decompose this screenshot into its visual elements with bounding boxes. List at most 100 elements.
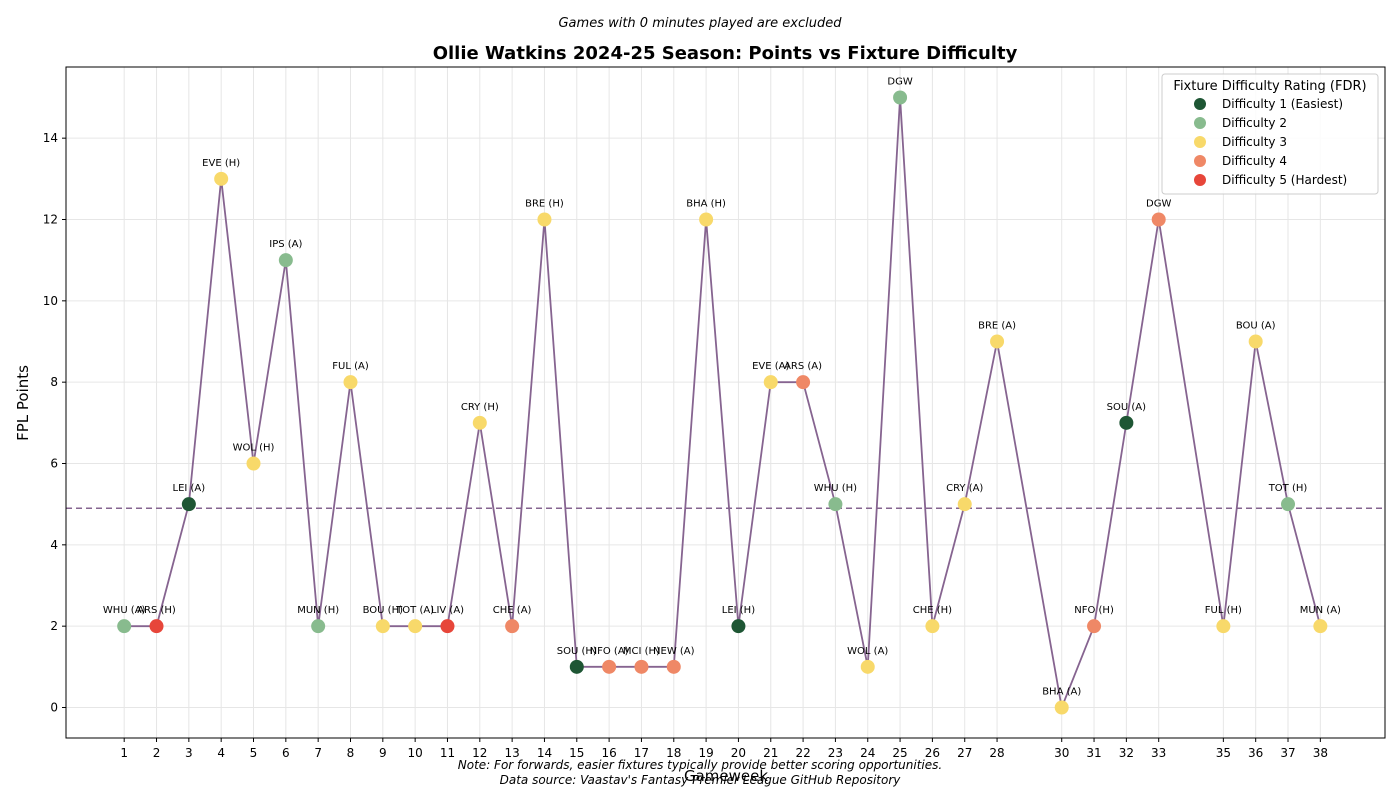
x-tick-label: 25 xyxy=(892,746,907,760)
legend-label: Difficulty 5 (Hardest) xyxy=(1222,173,1347,187)
x-tick-label: 18 xyxy=(666,746,681,760)
point-labels: WHU (A)ARS (H) LEI (A) EVE (H) WOL (H) IPS (… xyxy=(103,77,1341,698)
data-markers xyxy=(117,90,1328,715)
gameweek-point-marker xyxy=(181,497,196,512)
x-tick-label: 13 xyxy=(504,746,519,760)
chart-title: Ollie Watkins 2024-25 Season: Points vs … xyxy=(433,43,1018,64)
x-tick-label: 24 xyxy=(860,746,875,760)
gameweek-point-marker xyxy=(763,375,778,390)
x-tick-label: 9 xyxy=(379,746,387,760)
x-tick-label: 36 xyxy=(1248,746,1263,760)
gameweek-point-marker xyxy=(1087,619,1102,634)
grid xyxy=(66,67,1385,738)
x-tick-label: 22 xyxy=(795,746,810,760)
x-axis-ticks: 1 2 3 4 5 6 7 8 9 10 11 12 13 14 15 16 17 18 19 20 21 22 23 24 2… xyxy=(120,738,1328,760)
x-tick-label: 11 xyxy=(440,746,455,760)
gameweek-point-marker xyxy=(1151,212,1166,227)
gameweek-point-marker xyxy=(278,253,293,268)
points-line xyxy=(124,97,1322,711)
x-tick-label: 20 xyxy=(731,746,746,760)
legend-label: Difficulty 3 xyxy=(1222,135,1287,149)
x-tick-label: 5 xyxy=(250,746,258,760)
y-tick-label: 8 xyxy=(50,375,58,389)
gameweek-point-marker xyxy=(214,171,229,186)
fixture-label: MCI (H) xyxy=(623,646,660,657)
fixture-label: FUL (H) xyxy=(1205,605,1242,616)
fixture-label: TOT (H) xyxy=(1268,483,1308,494)
fixture-label: WOL (H) xyxy=(233,443,275,454)
fixture-label: CRY (A) xyxy=(946,483,983,494)
points-series-line xyxy=(124,97,1322,711)
fixture-label: BOU (H) xyxy=(363,605,403,616)
chart-subtitle: Games with 0 minutes played are excluded xyxy=(558,16,842,31)
x-tick-label: 15 xyxy=(569,746,584,760)
x-tick-label: 35 xyxy=(1216,746,1231,760)
gameweek-point-marker xyxy=(796,375,811,390)
x-tick-label: 17 xyxy=(634,746,649,760)
legend-marker xyxy=(1194,174,1206,186)
gameweek-point-marker xyxy=(893,90,908,105)
fixture-label: CRY (H) xyxy=(461,402,499,413)
fixture-label: LEI (H) xyxy=(722,605,755,616)
fixture-label: NEW (A) xyxy=(653,646,695,657)
x-tick-label: 31 xyxy=(1086,746,1101,760)
y-tick-label: 6 xyxy=(50,457,58,471)
fixture-label: LIV (A) xyxy=(431,605,464,616)
gameweek-point-marker xyxy=(699,212,714,227)
legend-marker xyxy=(1194,155,1206,167)
x-tick-label: 32 xyxy=(1119,746,1134,760)
gameweek-point-marker xyxy=(860,659,875,674)
gameweek-point-marker xyxy=(472,415,487,430)
gameweek-point-marker xyxy=(666,659,681,674)
gameweek-point-marker xyxy=(957,497,972,512)
x-tick-label: 27 xyxy=(957,746,972,760)
x-tick-label: 28 xyxy=(989,746,1004,760)
gameweek-point-marker xyxy=(505,619,520,634)
x-tick-label: 14 xyxy=(537,746,552,760)
y-tick-label: 0 xyxy=(50,701,58,715)
x-tick-label: 2 xyxy=(153,746,161,760)
gameweek-point-marker xyxy=(1281,497,1296,512)
legend-label: Difficulty 1 (Easiest) xyxy=(1222,97,1343,111)
gameweek-point-marker xyxy=(569,659,584,674)
fixture-label: LEI (A) xyxy=(173,483,206,494)
gameweek-point-marker xyxy=(149,619,164,634)
x-tick-label: 38 xyxy=(1313,746,1328,760)
fixture-label: EVE (H) xyxy=(202,158,240,169)
x-tick-label: 26 xyxy=(925,746,940,760)
gameweek-point-marker xyxy=(634,659,649,674)
legend-label: Difficulty 4 xyxy=(1222,154,1287,168)
x-tick-label: 37 xyxy=(1280,746,1295,760)
x-tick-label: 10 xyxy=(408,746,423,760)
fixture-label: CHE (A) xyxy=(493,605,532,616)
gameweek-point-marker xyxy=(537,212,552,227)
fixture-label: DGW xyxy=(887,77,912,88)
gameweek-point-marker xyxy=(1054,700,1069,715)
y-axis-label: FPL Points xyxy=(14,365,32,441)
gameweek-point-marker xyxy=(375,619,390,634)
gameweek-point-marker xyxy=(1216,619,1231,634)
x-tick-label: 23 xyxy=(828,746,843,760)
legend-marker xyxy=(1194,136,1206,148)
fixture-label: SOU (A) xyxy=(1107,402,1146,413)
legend: Fixture Difficulty Rating (FDR) Difficul… xyxy=(1161,73,1379,195)
source-text: Data source: Vaastav's Fantasy Premier L… xyxy=(500,773,902,787)
gameweek-point-marker xyxy=(1313,619,1328,634)
x-tick-label: 16 xyxy=(601,746,616,760)
gameweek-point-marker xyxy=(1119,415,1134,430)
gameweek-point-marker xyxy=(602,659,617,674)
y-tick-label: 12 xyxy=(43,213,58,227)
fixture-label: WOL (A) xyxy=(847,646,888,657)
fixture-label: SOU (H) xyxy=(557,646,597,657)
x-tick-label: 30 xyxy=(1054,746,1069,760)
fixture-label: BHA (H) xyxy=(686,199,726,210)
fixture-label: EVE (A) xyxy=(752,361,789,372)
x-axis-label: Gameweek xyxy=(684,767,768,785)
fixture-label: MUN (H) xyxy=(297,605,339,616)
fixture-label: CHE (H) xyxy=(913,605,952,616)
fixture-label: WHU (A) xyxy=(103,605,146,616)
legend-label: Difficulty 2 xyxy=(1222,116,1287,130)
gameweek-point-marker xyxy=(1248,334,1263,349)
gameweek-point-marker xyxy=(246,456,261,471)
